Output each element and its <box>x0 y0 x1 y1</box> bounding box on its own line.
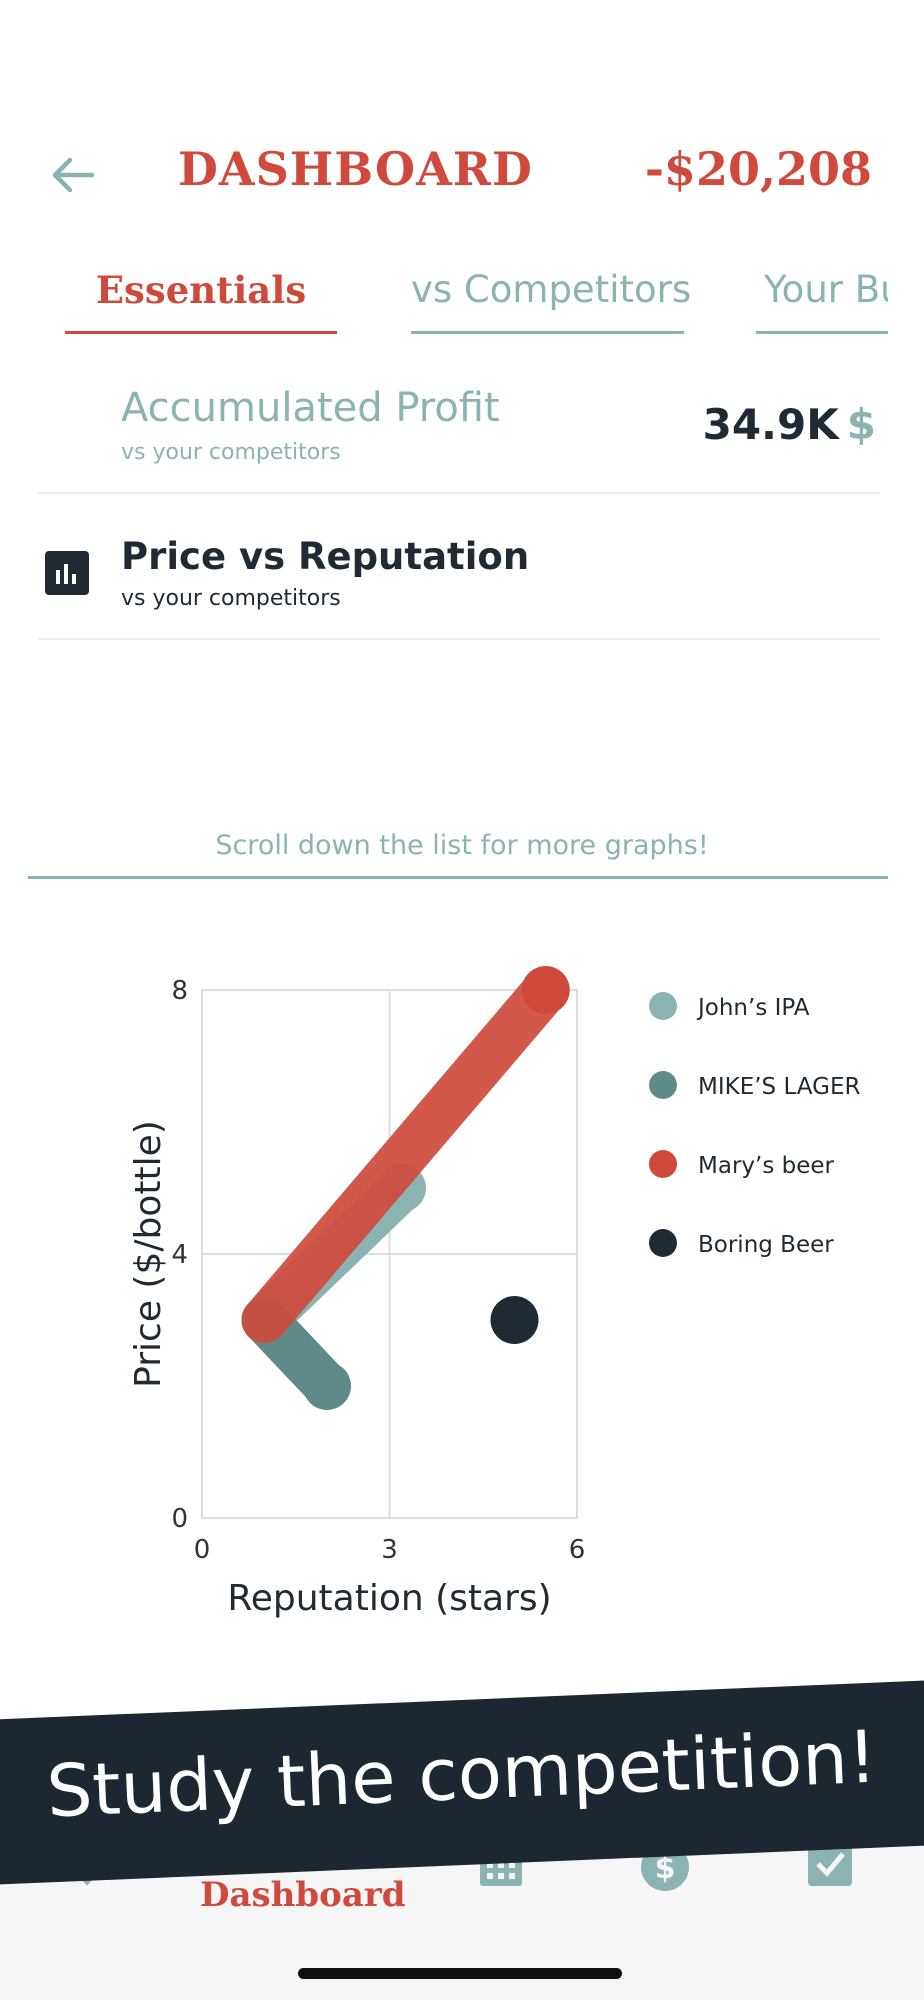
data-point <box>521 966 570 1014</box>
x-axis-label: Reputation (stars) <box>227 1578 551 1619</box>
series-line <box>241 967 569 1343</box>
tab-vs-competitors[interactable]: vs Competitors <box>411 268 692 334</box>
accumulated-profit-value: 34.9K $ <box>703 400 876 449</box>
data-point <box>303 1362 351 1410</box>
legend-label: Boring Beer <box>698 1232 834 1258</box>
price-vs-reputation-title: Price vs Reputation <box>121 535 530 578</box>
tab-your-business[interactable]: Your Business <box>756 268 888 334</box>
promo-banner-text: Study the competition! <box>44 1714 879 1834</box>
tab-your-business-label: Your Business <box>764 268 888 311</box>
divider <box>38 492 880 494</box>
x-tick-label: 6 <box>569 1535 586 1565</box>
tab-vs-competitors-underline <box>411 331 684 334</box>
legend-label: John’s IPA <box>696 995 810 1021</box>
tab-essentials-underline <box>65 331 337 334</box>
legend-label: Mary’s beer <box>698 1153 835 1179</box>
data-point <box>490 1296 539 1344</box>
tab-essentials-label: Essentials <box>95 268 307 312</box>
x-tick-label: 3 <box>381 1535 398 1565</box>
tab-bar: Essentials vs Competitors Your Business <box>0 268 924 338</box>
scroll-hint: Scroll down the list for more graphs! <box>215 830 709 861</box>
checkbox-icon[interactable] <box>806 1840 854 1888</box>
legend-swatch <box>649 1229 677 1257</box>
legend-label: MIKE’S LAGER <box>698 1074 860 1100</box>
y-tick-label: 8 <box>171 976 188 1006</box>
y-tick-label: 4 <box>171 1240 188 1270</box>
bar-chart-icon <box>45 551 89 595</box>
legend-swatch <box>649 1150 677 1178</box>
tab-your-business-underline <box>756 331 888 334</box>
x-tick-label: 0 <box>194 1535 211 1565</box>
profit-amount: 34.9K <box>702 400 839 449</box>
balance-value: -$20,208 <box>644 142 872 196</box>
divider <box>38 638 880 640</box>
nav-dashboard-label[interactable]: Dashboard <box>200 1875 406 1915</box>
scroll-hint-underline <box>28 876 888 879</box>
back-arrow-icon[interactable] <box>48 150 98 200</box>
tab-vs-competitors-label: vs Competitors <box>411 268 692 311</box>
legend-swatch <box>649 1071 677 1099</box>
price-vs-reputation-subtitle: vs your competitors <box>121 586 341 611</box>
accumulated-profit-subtitle: vs your competitors <box>121 440 341 465</box>
svg-text:$: $ <box>655 1851 676 1886</box>
price-reputation-chart: 0 3 6 0 4 8 Reputation (stars) Price ($/bottle)… <box>128 966 860 1619</box>
accumulated-profit-title: Accumulated Profit <box>121 385 500 431</box>
tab-essentials[interactable]: Essentials <box>65 268 337 334</box>
y-axis-label: Price ($/bottle) <box>128 1120 169 1388</box>
legend-swatch <box>649 992 677 1020</box>
home-indicator <box>298 1968 622 1979</box>
currency-symbol: $ <box>846 400 876 449</box>
page-title: DASHBOARD <box>178 142 533 196</box>
y-tick-label: 0 <box>171 1504 188 1534</box>
